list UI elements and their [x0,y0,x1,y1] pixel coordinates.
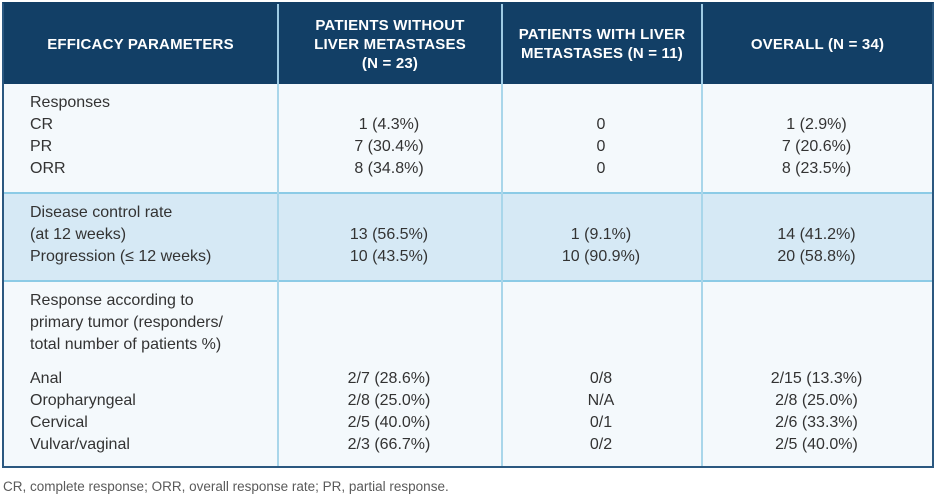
row-label: Progression (≤ 12 weeks) [30,248,212,265]
table-row: Anal 2/7 (28.6%) 0/8 2/15 (13.3%) [4,368,932,390]
cell-value [277,202,501,224]
row-label: primary tumor (responders/ [30,314,223,331]
row-label: Anal [30,370,63,387]
cell-value: 7 (20.6%) [781,138,852,155]
cell-value: 2/8 (25.0%) [775,392,858,409]
table-header-row: EFFICACY PARAMETERS PATIENTS WITHOUT LIV… [4,4,932,84]
cell-value: 1 (9.1%) [570,226,632,243]
cell-value: 2/6 (33.3%) [775,414,858,431]
table-section: Disease control rate (at 12 weeks) 13 (56.… [4,192,932,280]
row-label: ORR [30,160,66,177]
cell-value: 8 (34.8%) [354,160,424,177]
table-row: Responses [4,92,932,114]
cell-value: 13 (56.5%) [349,226,429,243]
table-footnote: CR, complete response; ORR, overall resp… [3,479,449,494]
cell-value [277,290,501,312]
row-label: CR [30,116,54,133]
cell-value [501,202,701,224]
cell-value: 10 (90.9%) [561,248,641,265]
table-section: Responses CR 1 (4.3%) 0 1 (2.9%) PR 7 (30.4%) 0… [4,84,932,192]
cell-value: 0 [596,138,606,155]
cell-value: 10 (43.5%) [349,248,429,265]
row-label: PR [30,138,53,155]
row-label: Oropharyngeal [30,392,136,409]
cell-value [501,290,701,312]
cell-value: 14 (41.2%) [777,226,856,243]
table-row: Cervical 2/5 (40.0%) 0/1 2/6 (33.3%) [4,412,932,434]
cell-value: 8 (23.5%) [781,160,852,177]
cell-value [277,334,501,356]
table-body: Responses CR 1 (4.3%) 0 1 (2.9%) PR 7 (30.4%) 0… [4,84,932,466]
cell-value [501,312,701,334]
efficacy-table: EFFICACY PARAMETERS PATIENTS WITHOUT LIV… [2,2,934,468]
header-cell-with-liver-metastases: PATIENTS WITH LIVER METASTASES (N = 11) [501,4,701,84]
row-gap [4,356,932,368]
cell-value [501,92,701,114]
cell-value [701,312,932,334]
row-label: Vulvar/vaginal [30,436,130,453]
row-label: Response according to [30,292,194,309]
table-row: Disease control rate [4,202,932,224]
row-label: Cervical [30,414,88,431]
cell-value: 0/8 [589,370,613,387]
table-row: ORR 8 (34.8%) 0 8 (23.5%) [4,158,932,180]
table-row: Vulvar/vaginal 2/3 (66.7%) 0/2 2/5 (40.0%) [4,434,932,456]
row-label: (at 12 weeks) [30,226,127,243]
cell-value [701,202,932,224]
cell-value: 1 (4.3%) [358,116,420,133]
row-label: Responses [30,94,111,111]
header-cell-overall: OVERALL (N = 34) [701,4,932,84]
cell-value: N/A [587,392,615,409]
cell-value: 0/1 [589,414,613,431]
header-cell-without-liver-metastases: PATIENTS WITHOUT LIVER METASTASES (N = 2… [277,4,501,84]
table-row: CR 1 (4.3%) 0 1 (2.9%) [4,114,932,136]
cell-value [277,92,501,114]
table-row: (at 12 weeks) 13 (56.5%) 1 (9.1%) 14 (41.2%… [4,224,932,246]
header-cell-efficacy-parameters: EFFICACY PARAMETERS [47,35,234,53]
cell-value: 2/7 (28.6%) [347,370,431,387]
table-row: total number of patients %) [4,334,932,356]
cell-value: 20 (58.8%) [777,248,856,265]
table-row: Oropharyngeal 2/8 (25.0%) N/A 2/8 (25.0%) [4,390,932,412]
cell-value: 2/3 (66.7%) [347,436,431,453]
cell-value: 7 (30.4%) [354,138,424,155]
cell-value [701,334,932,356]
table-row: PR 7 (30.4%) 0 7 (20.6%) [4,136,932,158]
cell-value: 2/8 (25.0%) [347,392,431,409]
cell-value [701,92,932,114]
cell-value: 0 [596,116,606,133]
cell-value: 0/2 [589,436,613,453]
cell-value: 2/5 (40.0%) [775,436,858,453]
table-section: Response according to primary tumor (resp… [4,280,932,466]
cell-value [501,334,701,356]
row-label: Disease control rate [30,204,173,221]
table-row: primary tumor (responders/ [4,312,932,334]
cell-value: 2/5 (40.0%) [347,414,431,431]
cell-value [701,290,932,312]
table-row: Progression (≤ 12 weeks) 10 (43.5%) 10 (90… [4,246,932,268]
cell-value: 1 (2.9%) [786,116,847,133]
cell-value: 0 [596,160,606,177]
cell-value [277,312,501,334]
cell-value: 2/15 (13.3%) [770,370,863,387]
row-label: total number of patients %) [30,336,222,353]
table-row: Response according to [4,290,932,312]
